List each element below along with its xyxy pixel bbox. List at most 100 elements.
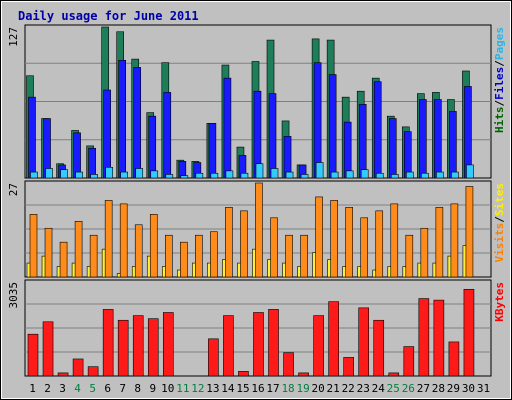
x-axis-labels: 1 2 3 4 5 6 7 8 9 10 11 12 13 14 15 16 17 18 19 20 21 22 23 24 2… bbox=[29, 382, 490, 395]
bar-kbytes bbox=[162, 312, 174, 377]
x-tick-label: 12 bbox=[191, 382, 204, 395]
bar-files bbox=[223, 77, 232, 179]
x-tick-label: 28 bbox=[432, 382, 445, 395]
x-tick-label: 15 bbox=[236, 382, 249, 395]
bar-kbytes bbox=[283, 352, 294, 377]
x-tick-label: 26 bbox=[402, 382, 415, 395]
bar-visits bbox=[134, 224, 143, 278]
x-tick-label: 9 bbox=[149, 382, 156, 395]
bar-files bbox=[388, 118, 397, 179]
bar-visits bbox=[74, 220, 83, 278]
panel-legend: KBytes bbox=[493, 282, 506, 322]
bar-kbytes bbox=[253, 312, 264, 377]
legend-entry: Hits bbox=[493, 107, 506, 134]
bar-visits bbox=[149, 214, 158, 278]
bar-files bbox=[373, 81, 382, 179]
bar-visits bbox=[225, 207, 233, 278]
x-tick-label: 11 bbox=[176, 382, 189, 395]
bar-kbytes bbox=[57, 372, 69, 377]
legend-entry: / bbox=[493, 60, 506, 67]
bar-kbytes bbox=[448, 341, 460, 377]
bar-kbytes bbox=[298, 372, 309, 377]
bar-files bbox=[73, 132, 81, 179]
bar-kbytes bbox=[223, 315, 234, 377]
bar-kbytes bbox=[373, 319, 385, 377]
bar-files bbox=[28, 96, 36, 179]
bar-pages bbox=[150, 170, 159, 179]
bar-visits bbox=[300, 234, 308, 278]
bar-files bbox=[313, 62, 322, 179]
bar-pages bbox=[105, 166, 113, 179]
bar-visits bbox=[330, 200, 338, 278]
legend-entry: Pages bbox=[493, 27, 506, 60]
bar-files bbox=[404, 131, 412, 179]
y-max-label: 27 bbox=[7, 183, 20, 196]
x-tick-label: 31 bbox=[477, 382, 490, 395]
bar-pages bbox=[285, 171, 294, 179]
bar-kbytes bbox=[238, 371, 249, 377]
panel-legend: Hits/Files/Pages bbox=[493, 27, 506, 133]
bar-kbytes bbox=[463, 288, 475, 377]
bar-visits bbox=[119, 203, 128, 278]
x-tick-label: 27 bbox=[417, 382, 430, 395]
bar-kbytes bbox=[433, 299, 445, 377]
bar-visits bbox=[390, 203, 399, 278]
x-tick-label: 17 bbox=[266, 382, 279, 395]
x-tick-label: 10 bbox=[161, 382, 174, 395]
bar-pages bbox=[30, 171, 38, 179]
bar-visits bbox=[255, 182, 263, 278]
bar-pages bbox=[255, 163, 264, 179]
bar-visits bbox=[210, 231, 218, 278]
x-tick-label: 18 bbox=[281, 382, 294, 395]
bar-kbytes bbox=[102, 309, 114, 377]
bar-pages bbox=[330, 171, 339, 179]
bar-visits bbox=[405, 234, 414, 278]
x-tick-label: 5 bbox=[89, 382, 96, 395]
x-tick-label: 3 bbox=[59, 382, 66, 395]
x-tick-label: 20 bbox=[312, 382, 325, 395]
bar-kbytes bbox=[132, 315, 144, 377]
bar-kbytes bbox=[42, 321, 54, 377]
x-tick-label: 21 bbox=[327, 382, 340, 395]
bar-pages bbox=[406, 171, 414, 179]
bar-kbytes bbox=[117, 319, 129, 377]
bar-files bbox=[88, 147, 96, 179]
bar-files bbox=[163, 92, 172, 179]
bar-pages bbox=[345, 170, 354, 179]
bar-files bbox=[268, 93, 277, 179]
bar-pages bbox=[270, 168, 279, 179]
bar-pages bbox=[195, 172, 204, 179]
legend-entry: Visits bbox=[493, 223, 506, 263]
bar-pages bbox=[210, 172, 219, 179]
bar-pages bbox=[421, 172, 429, 179]
panel-kbytes: 3035 KBytes bbox=[7, 279, 506, 377]
bar-visits bbox=[89, 234, 98, 278]
bar-visits bbox=[195, 234, 203, 278]
x-tick-label: 6 bbox=[104, 382, 111, 395]
bar-visits bbox=[450, 203, 459, 278]
x-tick-label: 22 bbox=[342, 382, 355, 395]
bar-pages bbox=[466, 164, 474, 179]
x-tick-label: 30 bbox=[462, 382, 475, 395]
bar-pages bbox=[300, 174, 309, 179]
bar-pages bbox=[436, 171, 444, 179]
x-tick-label: 23 bbox=[357, 382, 370, 395]
legend-entry: KBytes bbox=[493, 282, 506, 322]
bar-visits bbox=[240, 210, 248, 278]
bar-files bbox=[208, 123, 217, 179]
bar-pages bbox=[360, 169, 369, 179]
bar-pages bbox=[451, 171, 459, 179]
bar-kbytes bbox=[358, 307, 370, 377]
bar-files bbox=[103, 89, 111, 179]
x-tick-label: 8 bbox=[134, 382, 141, 395]
bar-visits bbox=[315, 196, 323, 278]
bar-visits bbox=[375, 210, 384, 278]
x-tick-label: 1 bbox=[29, 382, 36, 395]
legend-entry: Sites bbox=[493, 183, 506, 216]
bar-files bbox=[328, 74, 337, 179]
bar-visits bbox=[180, 241, 188, 278]
bar-kbytes bbox=[403, 346, 415, 377]
